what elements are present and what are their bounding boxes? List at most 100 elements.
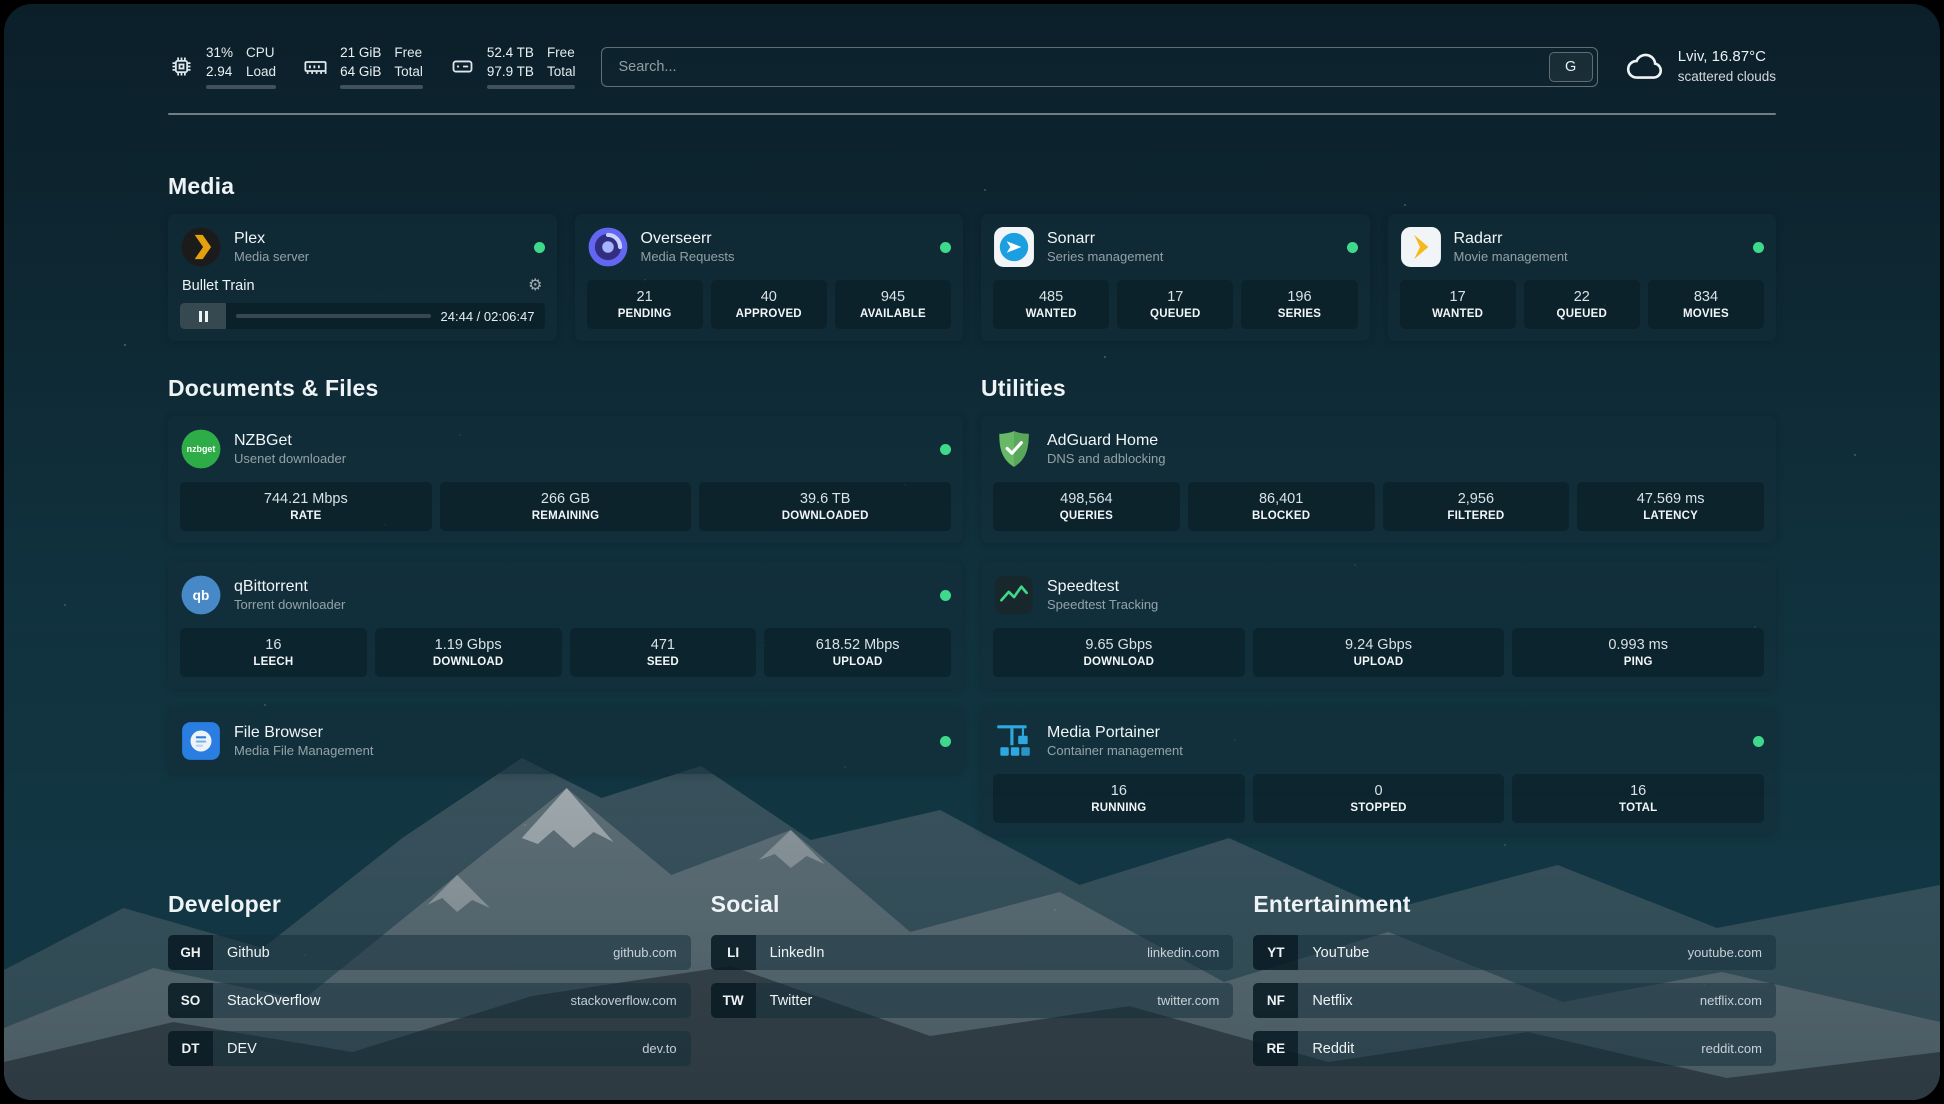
- stat-series: 196 SERIES: [1241, 280, 1358, 330]
- overseerr-icon: [587, 226, 629, 268]
- stat-label: WANTED: [1432, 308, 1484, 321]
- bookmark-stackoverflow[interactable]: SO StackOverflow stackoverflow.com: [168, 983, 691, 1019]
- stat-value: 618.52 Mbps: [815, 637, 900, 654]
- service-desc: Media server: [234, 248, 310, 264]
- stat-queries: 498,564 QUERIES: [993, 482, 1180, 532]
- stat-value: 16: [1110, 783, 1127, 800]
- stat-remaining: 266 GB REMAINING: [439, 482, 692, 532]
- stat-leech: 16 LEECH: [180, 628, 367, 678]
- service-name: qBittorrent: [234, 577, 308, 595]
- stat-queued: 17 QUEUED: [1117, 280, 1234, 330]
- service-desc: Media Requests: [640, 248, 735, 264]
- section-developer: Developer GH Github github.com SO StackO…: [168, 891, 691, 1079]
- stat-label: DOWNLOAD: [432, 656, 504, 669]
- disk-usage-bar: [486, 85, 576, 90]
- search-provider-button[interactable]: G: [1548, 51, 1593, 82]
- card-speedtest[interactable]: Speedtest Speedtest Tracking 9.65 Gbps D…: [981, 562, 1776, 690]
- bookmark-abbr: LI: [710, 935, 756, 971]
- stat-value: 16: [1630, 783, 1647, 800]
- stat-label: QUEUED: [1150, 308, 1201, 321]
- section-title-entertainment: Entertainment: [1253, 891, 1411, 918]
- search-bar[interactable]: G: [601, 46, 1598, 87]
- bookmark-abbr: YT: [1253, 935, 1299, 971]
- bookmark-abbr: TW: [710, 983, 756, 1019]
- pause-button[interactable]: [180, 303, 226, 330]
- bookmark-url: youtube.com: [1687, 945, 1762, 961]
- stat-value: 21: [636, 289, 653, 306]
- card-adguard[interactable]: AdGuard Home DNS and adblocking 498,564 …: [981, 416, 1776, 544]
- section-title-social: Social: [710, 891, 780, 918]
- section-entertainment: Entertainment YT YouTube youtube.com NF …: [1253, 891, 1776, 1079]
- disk-total-value: 97.9 TB: [486, 63, 534, 79]
- service-name: Media Portainer: [1047, 723, 1160, 741]
- bookmark-reddit[interactable]: RE Reddit reddit.com: [1253, 1031, 1776, 1067]
- bookmark-name: StackOverflow: [227, 992, 321, 1009]
- stat-download: 9.65 Gbps DOWNLOAD: [993, 628, 1245, 678]
- stat-filtered: 2,956 FILTERED: [1382, 482, 1570, 532]
- stat-label: MOVIES: [1682, 308, 1729, 321]
- bookmark-url: github.com: [613, 945, 677, 961]
- topbar: 31% CPU 2.94 Load 21 GiB Free 64 GiB Tot…: [168, 4, 1776, 90]
- stat-value: 17: [1449, 289, 1466, 306]
- stat-label: TOTAL: [1619, 802, 1658, 815]
- snow-particles: [4, 4, 6, 6]
- playback-progress-track[interactable]: [236, 314, 431, 319]
- stat-label: REMAINING: [531, 510, 600, 523]
- service-desc: Media File Management: [234, 742, 374, 758]
- bookmark-abbr: GH: [168, 935, 213, 971]
- gear-icon[interactable]: ⚙: [528, 277, 543, 295]
- stat-running: 16 RUNNING: [993, 774, 1245, 824]
- portainer-icon: [993, 720, 1035, 762]
- adguard-icon: [993, 428, 1035, 470]
- service-desc: DNS and adblocking: [1047, 450, 1166, 466]
- status-indicator: [533, 241, 545, 253]
- stat-label: LEECH: [253, 656, 294, 669]
- card-nzbget[interactable]: nzbget NZBGet Usenet downloader 744.21 M…: [168, 416, 963, 544]
- memory-widget: 21 GiB Free 64 GiB Total: [302, 44, 423, 90]
- memory-free-value: 21 GiB: [340, 45, 382, 60]
- memory-free-label: Free: [394, 45, 423, 60]
- bookmark-github[interactable]: GH Github github.com: [168, 935, 691, 971]
- service-name: Sonarr: [1047, 229, 1096, 247]
- stat-download: 1.19 Gbps DOWNLOAD: [374, 628, 562, 678]
- section-title-documents: Documents & Files: [168, 375, 379, 402]
- memory-usage-bar: [340, 85, 423, 90]
- stat-label: DOWNLOAD: [1083, 656, 1155, 669]
- card-portainer[interactable]: Media Portainer Container management 16 …: [981, 708, 1776, 836]
- stat-label: UPLOAD: [832, 656, 883, 669]
- stat-value: 9.24 Gbps: [1345, 637, 1412, 654]
- bookmark-netflix[interactable]: NF Netflix netflix.com: [1253, 983, 1776, 1019]
- stat-label: SERIES: [1277, 308, 1322, 321]
- bookmark-twitter[interactable]: TW Twitter twitter.com: [710, 983, 1234, 1019]
- stat-value: 0: [1374, 783, 1383, 800]
- stat-label: WANTED: [1025, 308, 1077, 321]
- bookmark-linkedin[interactable]: LI LinkedIn linkedin.com: [710, 935, 1234, 971]
- card-overseerr[interactable]: Overseerr Media Requests 21 PENDING 40 A…: [574, 214, 963, 342]
- stat-value: 9.65 Gbps: [1085, 637, 1153, 654]
- card-qbittorrent[interactable]: qb qBittorrent Torrent downloader 16 LEE…: [168, 562, 963, 690]
- bookmark-dev[interactable]: DT DEV dev.to: [168, 1031, 691, 1067]
- cpu-percent: 31%: [206, 45, 234, 60]
- card-filebrowser[interactable]: File Browser Media File Management: [168, 708, 963, 775]
- memory-total-value: 64 GiB: [340, 63, 382, 79]
- disk-widget: 52.4 TB Free 97.9 TB Total: [449, 44, 576, 90]
- radarr-icon: [1400, 226, 1442, 268]
- search-input[interactable]: [616, 57, 1549, 76]
- stat-queued: 22 QUEUED: [1523, 280, 1640, 330]
- svg-text:qb: qb: [193, 588, 210, 603]
- card-sonarr[interactable]: Sonarr Series management 485 WANTED 17 Q…: [981, 214, 1370, 342]
- dashboard-content: 31% CPU 2.94 Load 21 GiB Free 64 GiB Tot…: [4, 4, 1940, 1079]
- service-desc: Usenet downloader: [234, 450, 347, 466]
- stat-value: 196: [1287, 289, 1312, 306]
- weather-condition: scattered clouds: [1677, 68, 1776, 84]
- stat-value: 2,956: [1457, 491, 1495, 508]
- bookmark-name: YouTube: [1312, 944, 1370, 961]
- service-desc: Speedtest Tracking: [1047, 596, 1159, 612]
- filebrowser-icon: [180, 720, 222, 762]
- stat-label: LATENCY: [1643, 510, 1699, 523]
- card-radarr[interactable]: Radarr Movie management 17 WANTED 22 QUE…: [1387, 214, 1776, 342]
- section-title-developer: Developer: [168, 891, 282, 918]
- card-plex[interactable]: Plex Media server Bullet Train ⚙ 24:44 /…: [168, 214, 557, 342]
- stat-label: PING: [1623, 656, 1653, 669]
- bookmark-youtube[interactable]: YT YouTube youtube.com: [1253, 935, 1776, 971]
